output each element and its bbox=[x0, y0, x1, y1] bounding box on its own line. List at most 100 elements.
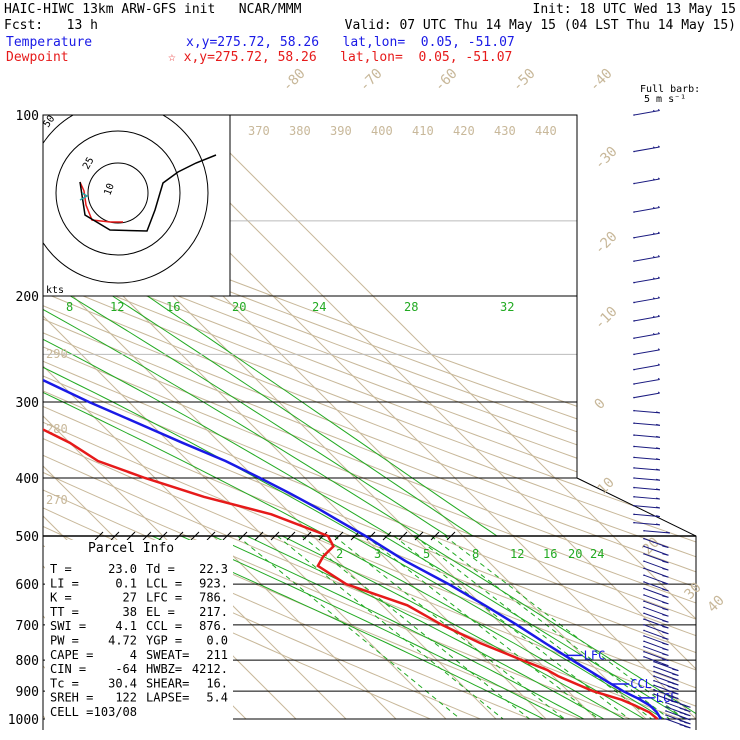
parcel-value: 4.72 bbox=[108, 634, 137, 648]
mixing-ratio-label: 32 bbox=[500, 300, 514, 314]
moist-adiabat-line bbox=[351, 536, 665, 720]
wind-barb bbox=[633, 495, 661, 500]
parcel-key: LFC = bbox=[146, 591, 182, 605]
parcel-value: 4212. bbox=[192, 662, 228, 676]
wind-barb bbox=[633, 486, 661, 491]
moist-adiabat-line bbox=[112, 295, 577, 536]
pressure-label: 500 bbox=[16, 530, 39, 545]
separator-hatch bbox=[206, 531, 216, 541]
isotherm-line bbox=[191, 115, 696, 720]
wind-barb bbox=[653, 684, 679, 695]
parcel-key: PW = bbox=[50, 634, 79, 648]
wind-barb bbox=[643, 567, 669, 578]
hodograph-ring bbox=[43, 115, 209, 284]
isotherm-label: -40 bbox=[587, 66, 616, 95]
wind-barb bbox=[643, 629, 669, 640]
separator-hatch bbox=[222, 531, 232, 541]
theta-label: 420 bbox=[453, 124, 475, 138]
moist-adiabat-line bbox=[43, 295, 577, 536]
wind-barb bbox=[643, 618, 669, 629]
hodograph-trace-high bbox=[79, 154, 217, 232]
parcel-value: 30.4 bbox=[108, 676, 137, 690]
parcel-key: T = bbox=[50, 562, 72, 576]
separator-hatch bbox=[334, 531, 344, 541]
parcel-value: 0.0 bbox=[206, 634, 228, 648]
parcel-value: 16. bbox=[206, 676, 228, 690]
wind-barb bbox=[633, 422, 661, 426]
wind-barb bbox=[643, 655, 669, 667]
wind-barb bbox=[633, 145, 660, 153]
parcel-key: LI = bbox=[50, 576, 79, 590]
dry-adiabat-line bbox=[43, 115, 651, 720]
wind-barb bbox=[633, 504, 661, 509]
dry-adiabat-line bbox=[43, 115, 696, 720]
dry-adiabat-line bbox=[43, 115, 696, 720]
separator-hatch bbox=[238, 531, 248, 541]
parcel-key: CCL = bbox=[146, 619, 182, 633]
dry-adiabat-line bbox=[43, 115, 696, 720]
wind-barb bbox=[633, 456, 661, 461]
wind-barb bbox=[633, 314, 660, 322]
mixing-ratio-label: 12 bbox=[110, 300, 124, 314]
parcel-key: SREH = bbox=[50, 691, 93, 705]
wind-barb bbox=[643, 537, 669, 549]
pressure-label: 200 bbox=[16, 290, 39, 305]
isotherm-label: -20 bbox=[592, 229, 621, 258]
wind-barb bbox=[643, 560, 669, 571]
wind-barb bbox=[633, 445, 661, 450]
dry-adiabat-line bbox=[43, 115, 696, 720]
wind-barb bbox=[665, 710, 691, 721]
mixing-ratio-label: 12 bbox=[510, 547, 524, 561]
wind-barb bbox=[633, 513, 661, 518]
parcel-background bbox=[45, 540, 233, 728]
theta-label: 440 bbox=[535, 124, 557, 138]
parcel-value: 876. bbox=[199, 619, 228, 633]
dry-adiabat-line bbox=[43, 115, 696, 720]
wind-barb bbox=[653, 660, 679, 672]
parcel-value: 122 bbox=[115, 691, 137, 705]
separator-hatch bbox=[142, 531, 152, 541]
hodograph-box bbox=[42, 114, 231, 297]
isotherm-label: -60 bbox=[432, 66, 461, 95]
moist-adiabat-line bbox=[43, 295, 577, 536]
mixing-ratio-line bbox=[237, 536, 464, 720]
theta-label: 400 bbox=[371, 124, 393, 138]
barb-legend-2: 5 m s⁻¹ bbox=[644, 94, 687, 105]
dry-adiabat-line bbox=[43, 115, 696, 720]
dry-adiabat-line bbox=[43, 115, 696, 720]
theta-label: 290 bbox=[46, 347, 68, 361]
parcel-value: 786. bbox=[199, 591, 228, 605]
parcel-key: CELL = bbox=[50, 705, 93, 719]
wind-barb bbox=[633, 276, 660, 284]
dry-adiabat-line bbox=[43, 115, 696, 720]
parcel-key: LCL = bbox=[146, 576, 182, 590]
parcel-key: Tc = bbox=[50, 676, 79, 690]
wind-barb bbox=[633, 255, 660, 262]
mixing-ratio-label: 8 bbox=[472, 547, 479, 561]
dry-adiabat-line bbox=[43, 115, 696, 720]
parcel-value: 23.0 bbox=[108, 562, 137, 576]
parcel-key: CIN = bbox=[50, 662, 86, 676]
pressure-label: 800 bbox=[16, 654, 39, 669]
wind-barb bbox=[633, 332, 660, 339]
wind-barb bbox=[643, 645, 669, 656]
parcel-value: 4.1 bbox=[115, 619, 137, 633]
parcel-key: SWI = bbox=[50, 619, 86, 633]
wind-barb bbox=[633, 409, 661, 414]
wind-barb bbox=[653, 679, 679, 691]
wind-barb bbox=[633, 391, 660, 399]
parcel-value: 4 bbox=[130, 648, 137, 662]
isotherm-line bbox=[43, 115, 447, 720]
separator-hatch bbox=[446, 531, 456, 541]
moist-adiabat-line bbox=[281, 536, 625, 720]
parcel-key: SHEAR= bbox=[146, 676, 189, 690]
init-time: Init: 18 UTC Wed 13 May 15 bbox=[532, 2, 737, 17]
parcel-value: 0.1 bbox=[115, 576, 137, 590]
isotherm-label: -30 bbox=[592, 144, 621, 173]
isotherm-label: -70 bbox=[357, 66, 386, 95]
wind-barb bbox=[633, 377, 660, 385]
isotherm-label: -10 bbox=[592, 304, 621, 333]
pressure-label: 900 bbox=[16, 685, 39, 700]
theta-label: 390 bbox=[330, 124, 352, 138]
parcel-key: EL = bbox=[146, 605, 175, 619]
